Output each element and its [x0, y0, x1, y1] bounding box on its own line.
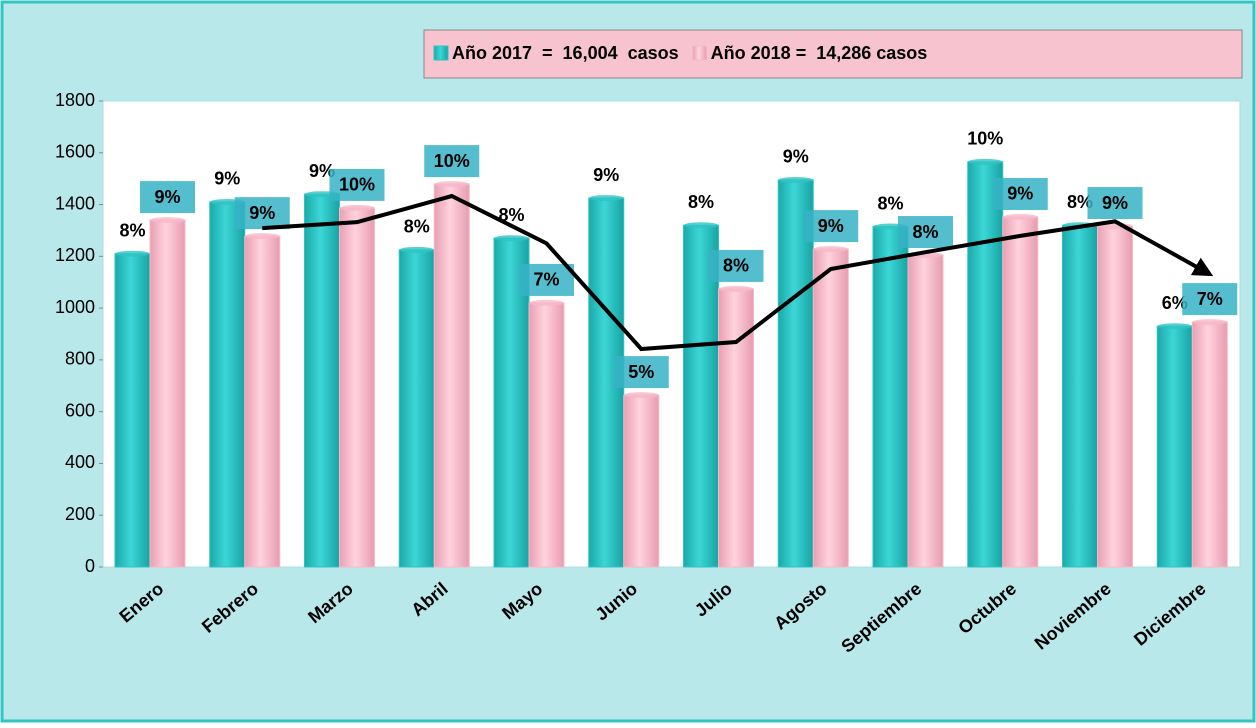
data-label: 8%	[723, 256, 749, 276]
bar-cap	[150, 217, 185, 224]
bar	[967, 161, 1004, 568]
y-tick-label: 0	[85, 556, 95, 576]
data-label: 9%	[1007, 184, 1033, 204]
trend-line	[262, 193, 1214, 352]
legend-label: Año 2017 = 16,004 casos	[452, 43, 679, 63]
data-label: 5%	[628, 362, 654, 382]
bar	[623, 394, 660, 568]
legend-label: Año 2018 = 14,286 casos	[711, 43, 928, 63]
plot-area	[102, 100, 1241, 568]
bar-cap	[399, 246, 435, 253]
label-box	[424, 145, 480, 178]
data-label: 7%	[1197, 289, 1223, 309]
bar	[1191, 321, 1228, 568]
bar	[433, 183, 470, 568]
data-label: 8%	[404, 217, 430, 237]
bar	[812, 248, 849, 568]
bar-cap	[623, 392, 659, 399]
data-label: 8%	[877, 193, 903, 213]
data-label: 9%	[1102, 193, 1128, 213]
legend-box	[423, 29, 1243, 79]
bar-cap	[1192, 319, 1228, 326]
label-box	[234, 197, 290, 230]
bar	[244, 235, 281, 568]
data-label: 10%	[967, 129, 1003, 149]
data-label: 7%	[533, 270, 559, 290]
bar-cap	[588, 195, 624, 202]
bar-cap	[115, 250, 150, 257]
bar-cap	[434, 181, 470, 188]
bar	[398, 249, 435, 568]
bar-cap	[529, 299, 564, 306]
label-box	[613, 356, 669, 389]
label-box	[803, 210, 859, 243]
label-box	[1182, 283, 1238, 316]
bar	[149, 219, 186, 568]
bar-cap	[778, 176, 814, 183]
data-label: 10%	[434, 151, 470, 171]
legend-swatch	[692, 45, 708, 61]
bar-cap	[683, 222, 719, 229]
label-box	[898, 216, 953, 249]
bar	[1062, 224, 1098, 568]
y-tick-label: 600	[65, 400, 95, 420]
bar	[304, 193, 340, 568]
bar	[1002, 216, 1039, 568]
bar	[872, 226, 909, 568]
data-label: 8%	[119, 220, 145, 240]
label-box	[519, 263, 574, 296]
bar	[528, 302, 565, 568]
y-tick-label: 800	[65, 349, 95, 369]
y-tick-label: 1200	[55, 245, 95, 265]
bar-cap	[967, 158, 1003, 165]
bar	[209, 201, 246, 568]
legend-swatch	[433, 45, 449, 61]
bar	[339, 207, 375, 568]
bar	[1156, 325, 1193, 568]
label-box	[140, 181, 195, 214]
data-label: 9%	[783, 147, 809, 167]
data-label: 6%	[1162, 293, 1188, 313]
y-tick-label: 1800	[55, 90, 95, 110]
data-label: 9%	[249, 203, 275, 223]
bar-cap	[244, 233, 280, 240]
data-label: 9%	[593, 165, 619, 185]
label-box	[708, 249, 764, 282]
bar	[907, 254, 944, 568]
bar	[777, 179, 814, 568]
bar-cap	[718, 285, 754, 292]
data-label: 9%	[154, 187, 180, 207]
y-tick-label: 1600	[55, 142, 95, 162]
label-box	[1087, 187, 1143, 220]
y-tick-label: 1000	[55, 297, 95, 317]
label-box	[992, 177, 1048, 210]
bar-cap	[1002, 213, 1038, 220]
bar	[114, 253, 151, 568]
y-tick-label: 1400	[55, 193, 95, 213]
data-label: 8%	[688, 192, 714, 212]
bar-cap	[1157, 323, 1193, 330]
bar-cap	[813, 246, 849, 253]
data-label: 8%	[912, 222, 938, 242]
y-tick-label: 200	[65, 504, 95, 524]
bar	[683, 224, 719, 568]
data-label: 10%	[339, 175, 375, 195]
data-label: 8%	[1067, 192, 1093, 212]
data-label: 9%	[818, 216, 844, 236]
bar-cap	[494, 235, 529, 242]
data-label: 9%	[214, 169, 240, 189]
label-box	[329, 168, 385, 201]
data-label: 8%	[498, 205, 524, 225]
data-label: 9%	[309, 161, 335, 181]
bar-cap	[339, 204, 375, 211]
bar	[1097, 225, 1133, 568]
y-tick-label: 400	[65, 452, 95, 472]
